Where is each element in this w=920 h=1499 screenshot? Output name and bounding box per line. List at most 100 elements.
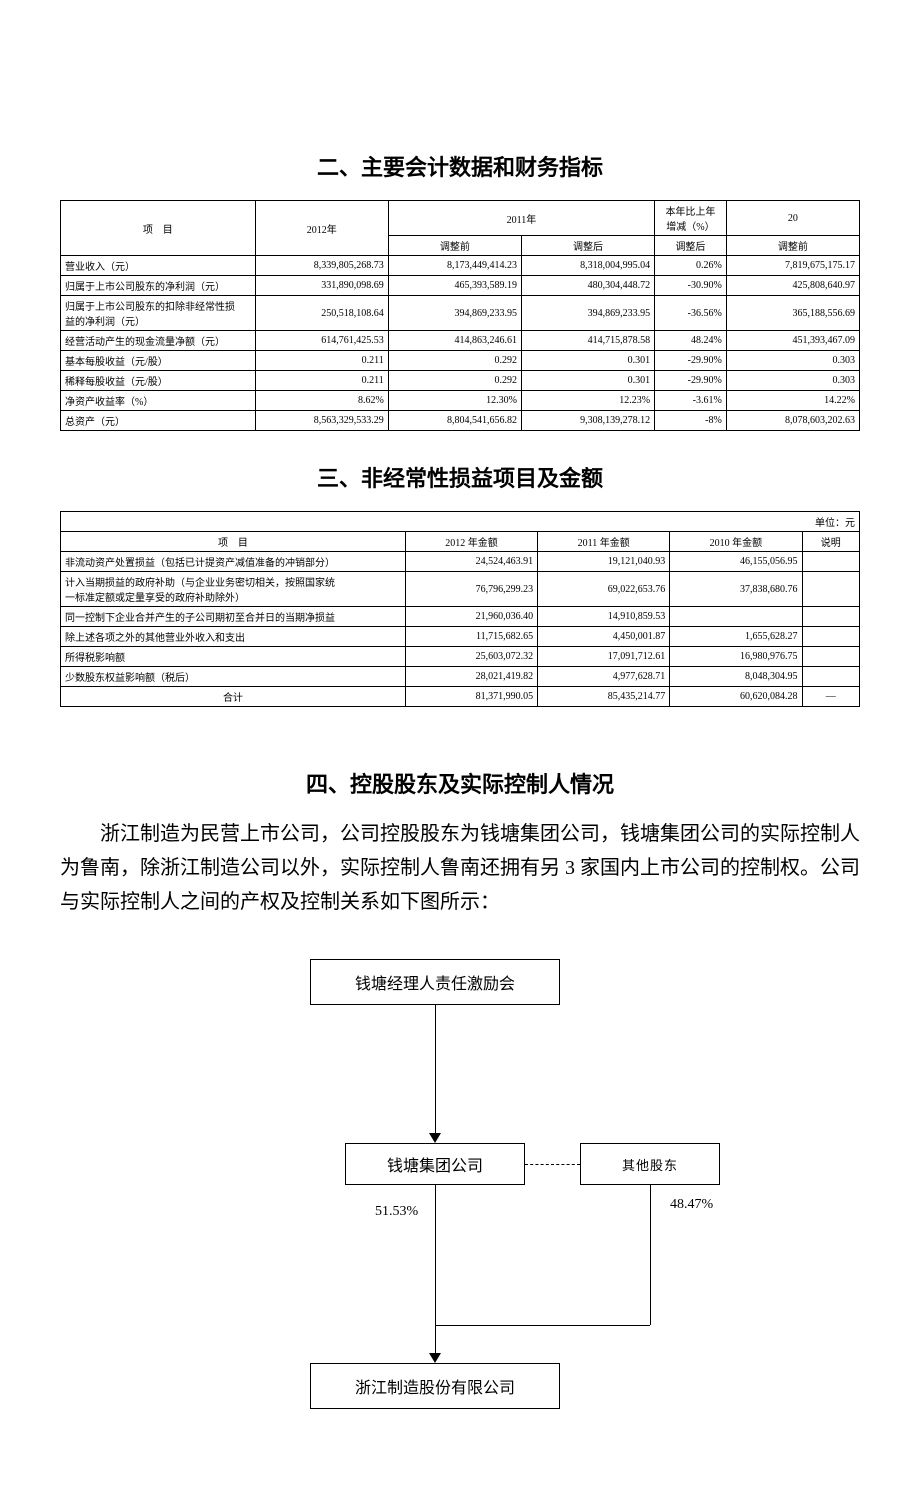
t2-c4 — [802, 627, 860, 647]
t2-c2: 17,091,712.61 — [538, 647, 670, 667]
t1-label: 经营活动产生的现金流量净额（元） — [61, 331, 256, 351]
t1-c5: 0.303 — [726, 371, 859, 391]
t1-h-20: 20 — [726, 201, 859, 236]
arrow-top-mid — [429, 1133, 441, 1143]
t2-c1: 24,524,463.91 — [405, 552, 537, 572]
t1-c3: 394,869,233.95 — [521, 296, 654, 331]
t1-h-pre: 调整前 — [388, 236, 521, 256]
t1-c1: 8,339,805,268.73 — [255, 256, 388, 276]
t1-h-post2: 调整后 — [655, 236, 727, 256]
t1-c4: -29.90% — [655, 371, 727, 391]
t1-c4: -30.90% — [655, 276, 727, 296]
pct-left: 51.53% — [375, 1204, 418, 1220]
t1-c2: 8,173,449,414.23 — [388, 256, 521, 276]
box-left: 钱塘集团公司 — [345, 1143, 525, 1185]
t2-label: 同一控制下企业合并产生的子公司期初至合并日的当期净损益 — [61, 607, 406, 627]
t2-label: 少数股东权益影响额（税后） — [61, 667, 406, 687]
table-row: 净资产收益率（%）8.62%12.30%12.23%-3.61%14.22% — [61, 391, 860, 411]
t2-label: 非流动资产处置损益（包括已计提资产减值准备的冲销部分） — [61, 552, 406, 572]
section2-title: 二、主要会计数据和财务指标 — [60, 150, 860, 182]
t2-c2: 4,977,628.71 — [538, 667, 670, 687]
t2-c1: 28,021,419.82 — [405, 667, 537, 687]
table-row: 除上述各项之外的其他营业外收入和支出11,715,682.654,450,001… — [61, 627, 860, 647]
section4-paragraph: 浙江制造为民营上市公司，公司控股股东为钱塘集团公司，钱塘集团公司的实际控制人为鲁… — [60, 817, 860, 919]
box-right: 其他股东 — [580, 1143, 720, 1185]
t1-c1: 8.62% — [255, 391, 388, 411]
t1-c4: -3.61% — [655, 391, 727, 411]
t2-h-note: 说明 — [802, 532, 860, 552]
t1-c3: 12.23% — [521, 391, 654, 411]
table-row: 经营活动产生的现金流量净额（元）614,761,425.53414,863,24… — [61, 331, 860, 351]
t2-c2: 14,910,859.53 — [538, 607, 670, 627]
table-row: 同一控制下企业合并产生的子公司期初至合并日的当期净损益21,960,036.40… — [61, 607, 860, 627]
table-row: 营业收入（元）8,339,805,268.738,173,449,414.238… — [61, 256, 860, 276]
t1-c4: -29.90% — [655, 351, 727, 371]
t2-c1: 21,960,036.40 — [405, 607, 537, 627]
t1-c5: 8,078,603,202.63 — [726, 411, 859, 431]
t1-c2: 12.30% — [388, 391, 521, 411]
t2-c2: 19,121,040.93 — [538, 552, 670, 572]
t2-c2: 4,450,001.87 — [538, 627, 670, 647]
t1-c2: 0.292 — [388, 371, 521, 391]
t2-c4 — [802, 647, 860, 667]
t2-unit: 单位：元 — [61, 512, 860, 532]
t1-c5: 14.22% — [726, 391, 859, 411]
table-row: 所得税影响额25,603,072.3217,091,712.6116,980,9… — [61, 647, 860, 667]
table-row: 少数股东权益影响额（税后）28,021,419.824,977,628.718,… — [61, 667, 860, 687]
table-row: 稀释每股收益（元/股）0.2110.2920.301-29.90%0.303 — [61, 371, 860, 391]
pct-right: 48.47% — [670, 1197, 713, 1213]
t2-c3: 60,620,084.28 — [670, 687, 802, 707]
t1-c4: -8% — [655, 411, 727, 431]
table-row: 合计81,371,990.0585,435,214.7760,620,084.2… — [61, 687, 860, 707]
ownership-diagram: 钱塘经理人责任激励会 钱塘集团公司 其他股东 51.53% 48.47% 浙江制… — [180, 959, 740, 1439]
t1-c2: 465,393,589.19 — [388, 276, 521, 296]
t1-label: 营业收入（元） — [61, 256, 256, 276]
t1-c3: 414,715,878.58 — [521, 331, 654, 351]
t2-h-2012: 2012 年金额 — [405, 532, 537, 552]
t2-c4 — [802, 667, 860, 687]
line-left-down — [435, 1185, 436, 1355]
t2-c3: 16,980,976.75 — [670, 647, 802, 667]
t1-c4: 48.24% — [655, 331, 727, 351]
t2-label: 所得税影响额 — [61, 647, 406, 667]
table-row: 计入当期损益的政府补助（与企业业务密切相关，按照国家统一标准定额或定量享受的政府… — [61, 572, 860, 607]
section3-title: 三、非经常性损益项目及金额 — [60, 461, 860, 493]
line-join-h — [435, 1325, 650, 1326]
t2-c2: 69,022,653.76 — [538, 572, 670, 607]
t2-c2: 85,435,214.77 — [538, 687, 670, 707]
t1-c2: 0.292 — [388, 351, 521, 371]
table-financial-indicators: 项 目 2012年 2011年 本年比上年增减（%） 20 调整前 调整后 调整… — [60, 200, 860, 431]
t1-h-delta: 本年比上年增减（%） — [655, 201, 727, 236]
t1-label: 稀释每股收益（元/股） — [61, 371, 256, 391]
t1-label: 归属于上市公司股东的净利润（元） — [61, 276, 256, 296]
t2-c1: 76,796,299.23 — [405, 572, 537, 607]
t1-label: 总资产（元） — [61, 411, 256, 431]
t2-c1: 11,715,682.65 — [405, 627, 537, 647]
t1-label: 基本每股收益（元/股） — [61, 351, 256, 371]
t1-c4: 0.26% — [655, 256, 727, 276]
t1-c1: 8,563,329,533.29 — [255, 411, 388, 431]
t1-h-pre2: 调整前 — [726, 236, 859, 256]
t1-c3: 9,308,139,278.12 — [521, 411, 654, 431]
t1-h-2011: 2011年 — [388, 201, 654, 236]
t1-c1: 0.211 — [255, 351, 388, 371]
table-row: 归属于上市公司股东的净利润（元）331,890,098.69465,393,58… — [61, 276, 860, 296]
t1-label: 归属于上市公司股东的扣除非经常性损益的净利润（元） — [61, 296, 256, 331]
t2-c1: 81,371,990.05 — [405, 687, 537, 707]
page-root: 二、主要会计数据和财务指标 项 目 2012年 2011年 本年比上年增减（%）… — [0, 0, 920, 1499]
t2-label: 计入当期损益的政府补助（与企业业务密切相关，按照国家统一标准定额或定量享受的政府… — [61, 572, 406, 607]
t1-c3: 480,304,448.72 — [521, 276, 654, 296]
table-nonrecurring: 单位：元 项 目 2012 年金额 2011 年金额 2010 年金额 说明 非… — [60, 511, 860, 707]
t2-c4: — — [802, 687, 860, 707]
t1-c2: 8,804,541,656.82 — [388, 411, 521, 431]
t2-c1: 25,603,072.32 — [405, 647, 537, 667]
line-right-down — [650, 1185, 651, 1325]
t2-label: 除上述各项之外的其他营业外收入和支出 — [61, 627, 406, 647]
table-row: 非流动资产处置损益（包括已计提资产减值准备的冲销部分）24,524,463.91… — [61, 552, 860, 572]
t1-c3: 0.301 — [521, 371, 654, 391]
t1-c1: 0.211 — [255, 371, 388, 391]
t2-c4 — [802, 552, 860, 572]
t1-c1: 250,518,108.64 — [255, 296, 388, 331]
line-top-to-mid — [435, 1005, 436, 1135]
box-top: 钱塘经理人责任激励会 — [310, 959, 560, 1005]
